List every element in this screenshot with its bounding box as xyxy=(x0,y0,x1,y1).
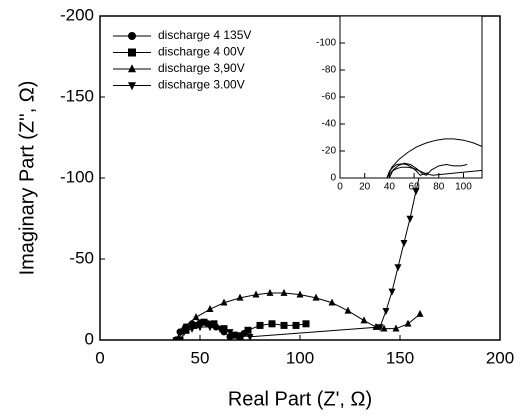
marker xyxy=(128,32,136,40)
x-tick-label: 50 xyxy=(191,348,210,367)
legend-label: discharge 4 135V xyxy=(158,28,251,42)
marker xyxy=(376,324,384,332)
marker xyxy=(246,333,254,340)
inset-frame xyxy=(339,15,483,179)
marker xyxy=(328,298,336,306)
marker xyxy=(296,290,304,298)
marker xyxy=(382,308,390,316)
marker xyxy=(372,322,380,330)
marker xyxy=(180,329,188,337)
y-tick-label: -150 xyxy=(60,86,94,105)
x-tick-label: 80 xyxy=(433,182,445,193)
marker xyxy=(292,321,300,329)
marker xyxy=(236,332,244,340)
legend-label: discharge 3,90V xyxy=(158,61,245,75)
series-line xyxy=(386,163,430,178)
marker xyxy=(216,325,224,333)
marker xyxy=(244,326,252,334)
marker xyxy=(312,293,320,301)
plot-area xyxy=(386,138,482,178)
marker xyxy=(192,313,200,321)
x-tick-label: 100 xyxy=(286,348,314,367)
y-tick-label: -100 xyxy=(316,38,336,49)
marker xyxy=(394,264,402,272)
series-line xyxy=(386,166,482,178)
marker xyxy=(266,288,274,296)
marker xyxy=(128,82,136,91)
series-line xyxy=(386,138,482,178)
marker xyxy=(268,320,276,328)
legend-label: discharge 3.00V xyxy=(158,78,245,92)
y-tick-label: -100 xyxy=(60,167,94,186)
marker xyxy=(280,288,288,296)
x-tick-label: 150 xyxy=(386,348,414,367)
marker xyxy=(344,306,352,314)
x-tick-label: 200 xyxy=(486,348,514,367)
marker xyxy=(180,322,188,330)
x-tick-label: 0 xyxy=(95,348,104,367)
marker xyxy=(220,325,228,333)
marker xyxy=(236,293,244,301)
y-tick-label: -20 xyxy=(322,146,337,157)
marker xyxy=(226,329,234,337)
marker xyxy=(128,64,136,73)
marker xyxy=(190,321,198,329)
series-line xyxy=(388,162,468,178)
marker xyxy=(188,325,196,333)
marker xyxy=(380,324,388,332)
marker xyxy=(210,320,218,328)
marker xyxy=(280,321,288,329)
y-tick-label: -40 xyxy=(322,119,337,130)
marker xyxy=(200,318,208,326)
marker xyxy=(176,336,184,340)
marker xyxy=(416,309,424,317)
x-tick-label: 100 xyxy=(455,182,472,193)
marker xyxy=(172,337,180,340)
marker xyxy=(360,316,368,324)
y-axis-label: Imaginary Part (Z'', Ω) xyxy=(16,81,38,276)
marker xyxy=(256,321,264,329)
marker xyxy=(388,288,396,296)
marker xyxy=(230,331,238,339)
marker xyxy=(404,319,412,327)
marker xyxy=(206,324,214,332)
marker xyxy=(302,320,310,328)
marker xyxy=(412,188,420,196)
y-tick-label: -50 xyxy=(69,248,94,267)
y-tick-label: 0 xyxy=(330,173,336,184)
y-tick-label: -80 xyxy=(322,65,337,76)
marker xyxy=(196,324,204,332)
y-tick-label: -60 xyxy=(322,92,337,103)
y-tick-label: 0 xyxy=(85,329,94,348)
x-axis-label: Real Part (Z', Ω) xyxy=(228,388,372,410)
marker xyxy=(128,48,136,57)
marker xyxy=(406,215,414,223)
marker xyxy=(400,240,408,247)
x-tick-label: 20 xyxy=(359,182,371,193)
x-tick-label: 60 xyxy=(409,182,421,193)
legend-label: discharge 4 00V xyxy=(158,45,245,59)
marker xyxy=(206,305,214,313)
marker xyxy=(220,298,228,306)
marker xyxy=(252,290,260,298)
x-tick-label: 0 xyxy=(337,182,343,193)
marker xyxy=(392,324,400,332)
y-tick-label: -200 xyxy=(60,5,94,24)
x-tick-label: 40 xyxy=(384,182,396,193)
